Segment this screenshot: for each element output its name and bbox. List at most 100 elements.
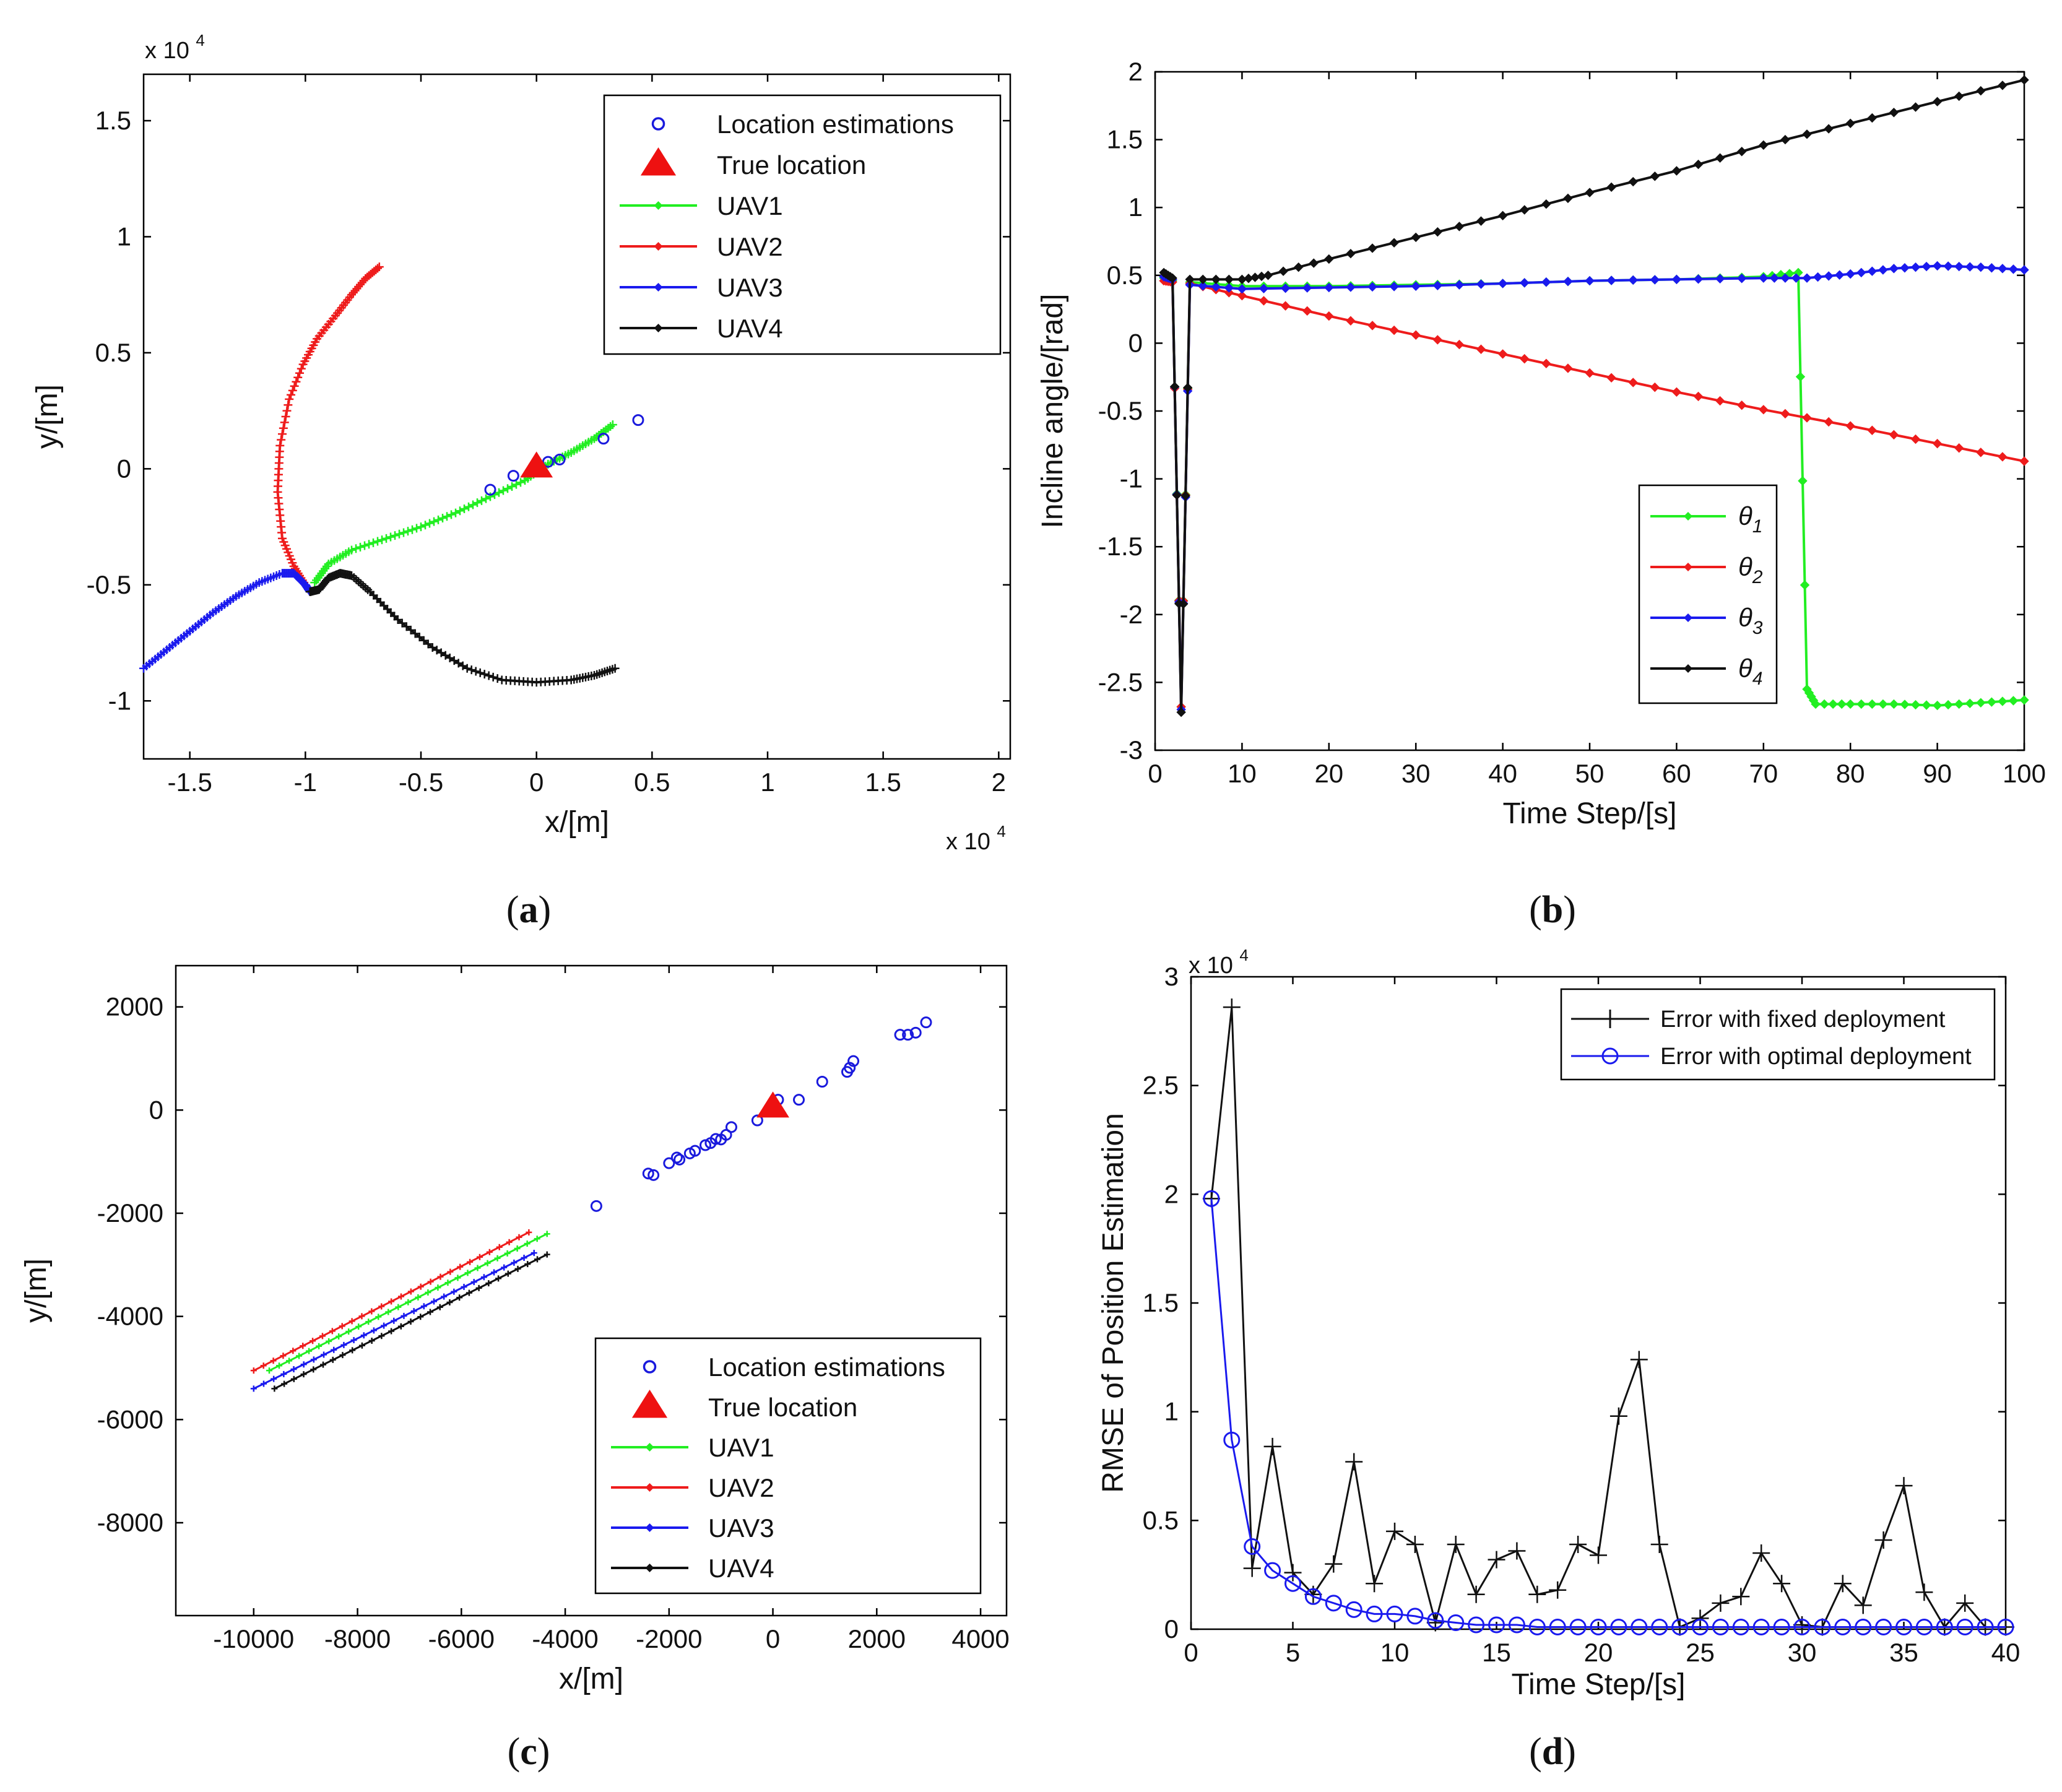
marker-theta-3: [1715, 274, 1725, 284]
x-tick-label: 70: [1749, 759, 1778, 788]
marker-theta-2: [1563, 363, 1573, 373]
marker-optimal-deployment: [1692, 1618, 1709, 1635]
x-tick-label: 60: [1662, 759, 1691, 788]
legend-marker: [1684, 664, 1692, 673]
marker-theta-4: [1172, 490, 1182, 500]
marker-uav1: [430, 517, 438, 526]
marker-theta-3: [1454, 280, 1465, 290]
y-tick-label: -6000: [97, 1405, 163, 1434]
marker-theta-1: [1976, 698, 1986, 708]
marker-theta-3: [1606, 275, 1616, 285]
marker-uav1: [464, 1270, 471, 1276]
y-axis-label: RMSE of Position Estimation: [1097, 1113, 1130, 1493]
marker-uav4: [488, 672, 498, 682]
marker-theta-1: [1867, 699, 1878, 709]
marker-theta-2: [1476, 344, 1486, 354]
marker-theta-4: [1802, 129, 1812, 139]
marker-theta-2: [1650, 382, 1660, 392]
marker-theta-3: [1802, 273, 1812, 283]
marker-fixed-deployment: [1834, 1575, 1852, 1593]
marker-uav2: [281, 412, 290, 421]
true-location-marker: [756, 1091, 789, 1118]
marker-theta-3: [1813, 272, 1823, 282]
marker-theta-1: [1828, 699, 1838, 709]
marker-theta-2: [1606, 373, 1616, 383]
marker-uav4: [456, 1294, 463, 1301]
marker-uav1: [473, 498, 482, 508]
x-tick-label: 20: [1314, 759, 1343, 788]
marker-uav1: [385, 1309, 392, 1315]
marker-theta-2: [1302, 306, 1312, 316]
marker-theta-3: [1476, 279, 1486, 289]
marker-theta-4: [1759, 140, 1769, 150]
marker-uav1: [482, 494, 490, 503]
marker-fixed-deployment: [1590, 1546, 1607, 1564]
marker-uav2: [260, 1362, 267, 1369]
marker-uav3: [410, 1308, 417, 1315]
marker-uav2: [358, 1313, 365, 1320]
marker-theta-4: [1324, 254, 1334, 264]
marker-theta-3: [1900, 263, 1910, 273]
marker-optimal-deployment: [1447, 1614, 1465, 1631]
marker-theta-4: [1176, 707, 1186, 717]
x-tick-label: 10: [1228, 759, 1257, 788]
marker-optimal-deployment: [1590, 1618, 1607, 1635]
y-tick-label: -1: [1120, 464, 1143, 493]
estimation-point: [902, 1029, 914, 1041]
marker-uav3: [260, 1380, 267, 1387]
panel-b-chart: 0 10 20 30 40 50 60 70 80 90 100-3-2.5-2-1.5-1-0.5…: [1036, 57, 2046, 830]
marker-theta-2: [1454, 339, 1465, 350]
marker-uav2: [277, 435, 286, 444]
marker-theta-3: [1867, 266, 1878, 276]
marker-optimal-deployment: [1671, 1618, 1689, 1635]
marker-uav1: [391, 531, 399, 540]
marker-theta-2: [1693, 391, 1704, 402]
marker-uav2: [310, 1338, 316, 1344]
marker-optimal-deployment: [1468, 1616, 1485, 1634]
marker-optimal-deployment: [1528, 1618, 1546, 1635]
marker-theta-2: [1432, 335, 1443, 345]
legend-label: Location estimations: [708, 1353, 945, 1382]
marker-theta-2: [1411, 330, 1421, 340]
marker-theta-3: [1954, 261, 1964, 272]
marker-theta-4: [1976, 85, 1986, 96]
marker-fixed-deployment: [1386, 1522, 1403, 1540]
plot-frame: [175, 964, 1008, 1617]
legend-box: [594, 1337, 982, 1595]
marker-theta-4: [1606, 182, 1616, 193]
marker-uav1: [425, 519, 434, 528]
y-axis-label: y/[m]: [20, 1258, 53, 1323]
marker-uav1: [425, 1289, 431, 1296]
marker-uav1: [404, 527, 412, 536]
marker-fixed-deployment: [1752, 1544, 1770, 1562]
marker-theta-3: [1258, 284, 1269, 293]
marker-uav1: [382, 534, 391, 543]
marker-optimal-deployment: [1610, 1618, 1627, 1635]
panel-c-chart: -10000 -8000 -6000 -4000 -2000 0 2000 4000 -8000…: [20, 964, 1010, 1695]
marker-theta-3: [1302, 283, 1312, 293]
caption-a: (a): [506, 889, 551, 931]
marker-optimal-deployment: [1508, 1616, 1525, 1634]
legend-marker: [1684, 512, 1692, 521]
marker-theta-1: [1910, 699, 1921, 710]
marker-theta-3: [1986, 263, 1997, 273]
marker-theta-4: [1563, 193, 1573, 204]
marker-optimal-deployment: [1223, 1431, 1241, 1448]
marker-theta-3: [1324, 282, 1334, 293]
y-tick-label: -0.5: [1098, 396, 1143, 425]
marker-optimal-deployment: [1712, 1618, 1729, 1635]
marker-theta-2: [1976, 448, 1986, 457]
legend-marker: [654, 324, 663, 332]
y-tick-label: 3: [1164, 962, 1179, 991]
y-axis-label: Incline angle/[rad]: [1036, 294, 1069, 529]
y-tick-label: 2.5: [1143, 1071, 1179, 1100]
marker-fixed-deployment: [1488, 1551, 1505, 1569]
marker-uav4: [339, 1352, 346, 1359]
marker-uav4: [544, 1251, 550, 1258]
x-tick-label: 100: [2003, 759, 2046, 788]
x-tick-label: 2: [992, 768, 1006, 797]
marker-uav3: [271, 1375, 277, 1382]
marker-theta-4: [1541, 199, 1551, 209]
marker-uav4: [610, 664, 620, 673]
marker-theta-4: [1224, 274, 1234, 285]
